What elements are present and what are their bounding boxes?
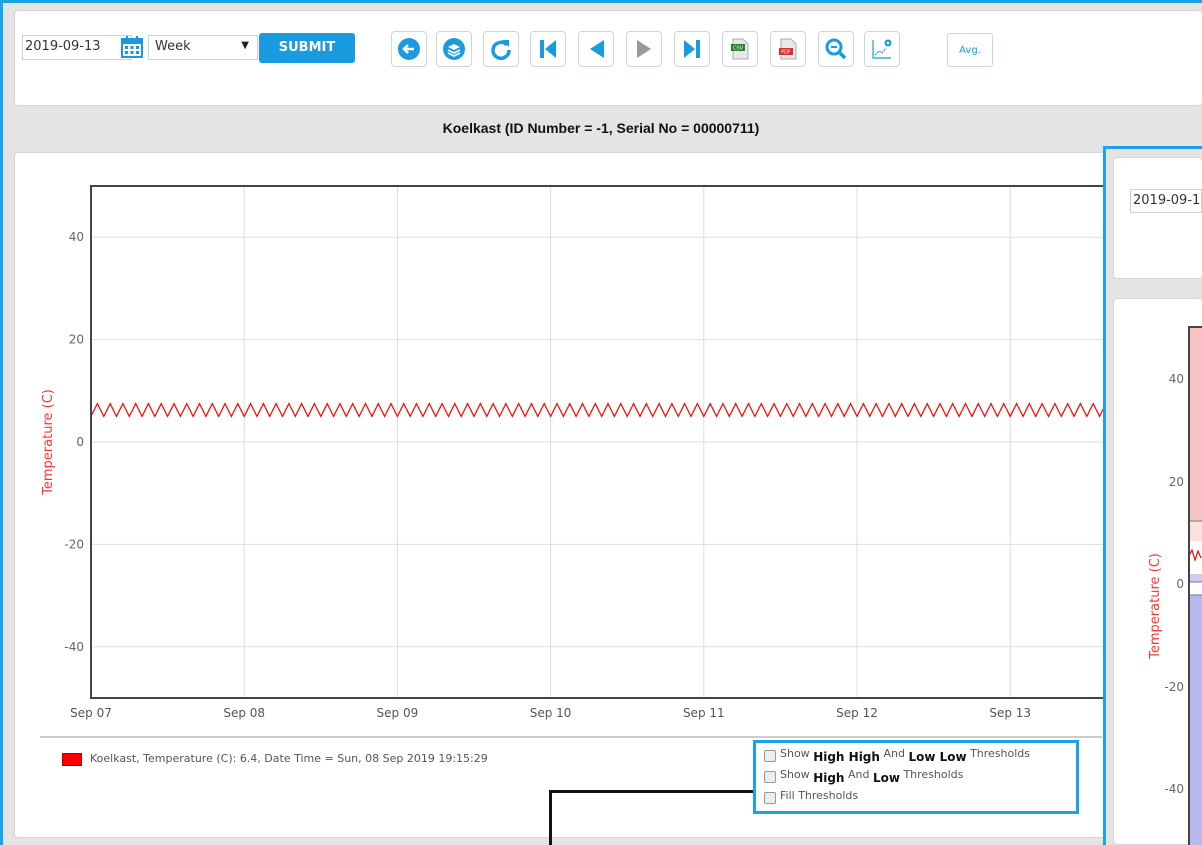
overlay-chart-panel: [1113, 298, 1202, 845]
connector-line: [549, 790, 755, 793]
last-icon: [684, 40, 700, 58]
overlay-ytick: 40: [1169, 372, 1184, 386]
refresh-icon: [491, 40, 511, 60]
csv-export-button[interactable]: CSV: [722, 31, 758, 67]
submit-button[interactable]: SUBMIT: [259, 33, 355, 63]
average-button[interactable]: Avg.: [947, 33, 993, 67]
legend-text: Koelkast, Temperature (C): 6.4, Date Tim…: [90, 752, 488, 765]
x-tick-label: Sep 07: [70, 706, 112, 720]
chart-settings-icon: [872, 39, 892, 59]
y-axis-label: Temperature (C): [41, 389, 56, 496]
overlay-chart: 40 20 0 -20 -40 Temperature (C): [1148, 326, 1202, 845]
overlay-series-line: [1188, 548, 1202, 562]
overlay-high-high-zone: [1188, 327, 1202, 521]
y-tick-label: -20: [64, 537, 84, 551]
next-icon: [637, 40, 651, 58]
pdf-export-icon: PDF: [779, 38, 797, 60]
layers-icon: [443, 38, 465, 60]
x-tick-label: Sep 12: [836, 706, 878, 720]
y-tick-label: 0: [76, 435, 84, 449]
chart-settings-button[interactable]: [864, 31, 900, 67]
last-button[interactable]: [674, 31, 710, 67]
x-tick-label: Sep 13: [989, 706, 1031, 720]
legend-swatch: [62, 752, 82, 766]
period-select-value: Week: [155, 39, 191, 54]
period-select[interactable]: Week ▼: [148, 35, 258, 60]
x-tick-label: Sep 11: [683, 706, 725, 720]
chart-title: Koelkast (ID Number = -1, Serial No = 00…: [442, 120, 760, 136]
back-button[interactable]: [391, 31, 427, 67]
first-button[interactable]: [530, 31, 566, 67]
checkbox[interactable]: [764, 771, 776, 783]
y-tick-label: -40: [64, 640, 84, 654]
svg-text:PDF: PDF: [781, 50, 791, 56]
overlay-high-zone: [1188, 521, 1202, 541]
calendar-icon[interactable]: [120, 35, 144, 59]
zoom-icon: [825, 38, 847, 60]
svg-text:CSV: CSV: [733, 46, 744, 52]
prev-icon: [590, 40, 604, 58]
overlay-ytick: 0: [1176, 577, 1184, 591]
overlay-low-zone: [1188, 574, 1202, 582]
next-button[interactable]: [626, 31, 662, 67]
csv-export-icon: CSV: [731, 38, 749, 60]
overlay-ytick: -40: [1164, 782, 1184, 796]
overlay-toolbar-panel: [1113, 157, 1202, 279]
prev-button[interactable]: [578, 31, 614, 67]
show-high-low-option[interactable]: Show High And Low Thresholds: [764, 768, 1068, 789]
zoom-button[interactable]: [818, 31, 854, 67]
temperature-series-line[interactable]: [90, 402, 1196, 418]
pdf-export-button[interactable]: PDF: [770, 31, 806, 67]
back-icon: [398, 38, 420, 60]
checkbox[interactable]: [764, 750, 776, 762]
x-tick-label: Sep 10: [530, 706, 572, 720]
overlay-ytick: -20: [1164, 680, 1184, 694]
checkbox[interactable]: [764, 792, 776, 804]
x-tick-label: Sep 09: [377, 706, 419, 720]
y-tick-label: 40: [69, 230, 84, 244]
overlay-low-low-zone: [1188, 595, 1202, 845]
show-high-high-low-low-option[interactable]: Show High High And Low Low Thresholds: [764, 747, 1068, 768]
first-icon: [540, 40, 556, 58]
overlay-date-input[interactable]: 2019-09-1: [1130, 189, 1202, 213]
legend: Koelkast, Temperature (C): 6.4, Date Tim…: [62, 752, 488, 766]
x-tick-label: Sep 08: [223, 706, 265, 720]
overlay-y-axis-label: Temperature (C): [1148, 553, 1163, 660]
overlay-ytick: 20: [1169, 475, 1184, 489]
layers-button[interactable]: [436, 31, 472, 67]
refresh-button[interactable]: [483, 31, 519, 67]
chevron-down-icon: ▼: [241, 40, 249, 51]
y-tick-label: 20: [69, 333, 84, 347]
chart-panel: [14, 152, 1202, 838]
fill-thresholds-option[interactable]: Fill Thresholds: [764, 789, 1068, 810]
connector-line-vertical: [549, 790, 552, 845]
threshold-options: Show High High And Low Low Thresholds Sh…: [753, 740, 1079, 814]
